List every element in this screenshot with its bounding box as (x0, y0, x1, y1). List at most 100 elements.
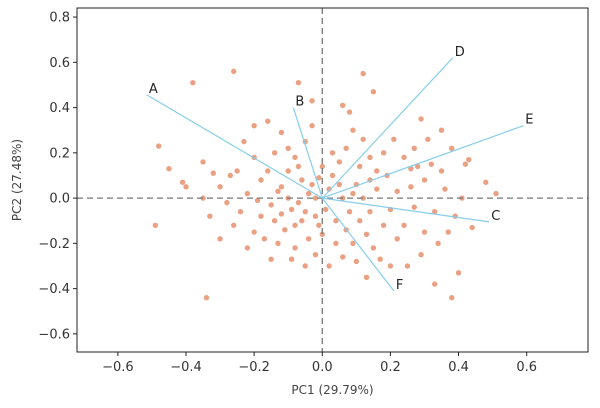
data-point (435, 240, 441, 247)
data-point (302, 208, 308, 215)
data-point (288, 206, 295, 213)
data-point (282, 227, 288, 233)
data-point (421, 177, 428, 183)
data-point (166, 165, 172, 172)
data-point (278, 184, 285, 190)
data-point (251, 229, 257, 235)
data-point (370, 245, 377, 251)
data-point (326, 263, 332, 269)
data-point (438, 127, 445, 133)
data-point (237, 208, 244, 215)
data-point (292, 222, 298, 228)
data-point (336, 181, 343, 188)
data-point (265, 168, 271, 174)
data-point (156, 143, 162, 149)
data-point (231, 222, 237, 228)
data-point (295, 199, 302, 206)
data-point (258, 213, 264, 219)
y-tick-label: −0.6 (38, 327, 70, 342)
data-point (231, 68, 237, 75)
data-point (261, 236, 268, 242)
data-point (309, 98, 315, 104)
y-tick-label: 0.0 (49, 192, 70, 207)
data-point (408, 184, 414, 190)
data-point (251, 122, 257, 129)
data-point (421, 229, 428, 235)
data-point (299, 177, 305, 183)
data-point (292, 154, 298, 161)
data-point (346, 208, 353, 215)
data-point (469, 224, 475, 231)
data-point (333, 240, 339, 247)
data-point (241, 138, 247, 145)
data-point (350, 190, 356, 197)
y-tick-label: 0.8 (49, 11, 70, 26)
data-point (414, 163, 421, 170)
data-point (234, 168, 240, 174)
loading-label-A: A (149, 82, 158, 97)
data-point (360, 136, 366, 142)
data-point (455, 270, 462, 276)
data-point (367, 208, 373, 215)
data-point (312, 213, 319, 219)
data-point (462, 161, 469, 167)
data-point (428, 161, 434, 167)
data-point (244, 190, 251, 197)
data-point (200, 159, 206, 165)
data-point (432, 208, 438, 215)
data-point (190, 79, 196, 86)
data-point (418, 251, 424, 258)
loading-label-C: C (491, 209, 500, 224)
data-point (438, 168, 445, 174)
data-point (418, 116, 424, 122)
loading-arrow-D (321, 57, 454, 199)
data-point (217, 184, 223, 190)
data-point (285, 168, 291, 174)
x-tick-label: 0.4 (448, 360, 469, 375)
data-point (360, 70, 366, 77)
data-point (319, 163, 325, 170)
data-point (244, 245, 251, 251)
data-point (152, 222, 159, 228)
loading-arrow-F (321, 197, 395, 292)
data-point (357, 218, 363, 224)
loading-label-D: D (455, 45, 465, 60)
data-point (278, 211, 285, 217)
data-point (309, 181, 315, 188)
data-point (309, 122, 315, 129)
data-point (179, 179, 186, 185)
data-point (336, 159, 343, 165)
data-point (224, 199, 230, 206)
data-point (394, 236, 400, 242)
data-point (326, 186, 332, 192)
data-point (425, 136, 431, 142)
data-point (363, 231, 370, 238)
data-point (333, 218, 339, 224)
data-point (394, 188, 400, 195)
data-point (268, 202, 274, 208)
data-point (292, 245, 298, 251)
loading-arrow-B (292, 107, 323, 199)
data-point (343, 145, 349, 152)
data-point (340, 102, 346, 109)
x-axis-label: PC1 (29.79%) (291, 383, 373, 397)
data-point (295, 163, 302, 170)
data-point (432, 281, 438, 287)
data-point (442, 186, 448, 192)
data-point (203, 294, 210, 301)
data-point (288, 256, 295, 262)
x-tick-label: −0.4 (170, 360, 202, 375)
data-point (183, 184, 189, 190)
loading-arrow-C (322, 197, 490, 223)
data-point (374, 186, 380, 192)
data-point (278, 129, 285, 136)
data-point (367, 154, 373, 161)
data-point (360, 195, 366, 201)
data-point (329, 172, 336, 179)
y-tick-label: −0.2 (38, 237, 70, 252)
data-point (374, 168, 380, 174)
data-point (316, 175, 322, 181)
data-point (312, 251, 319, 258)
